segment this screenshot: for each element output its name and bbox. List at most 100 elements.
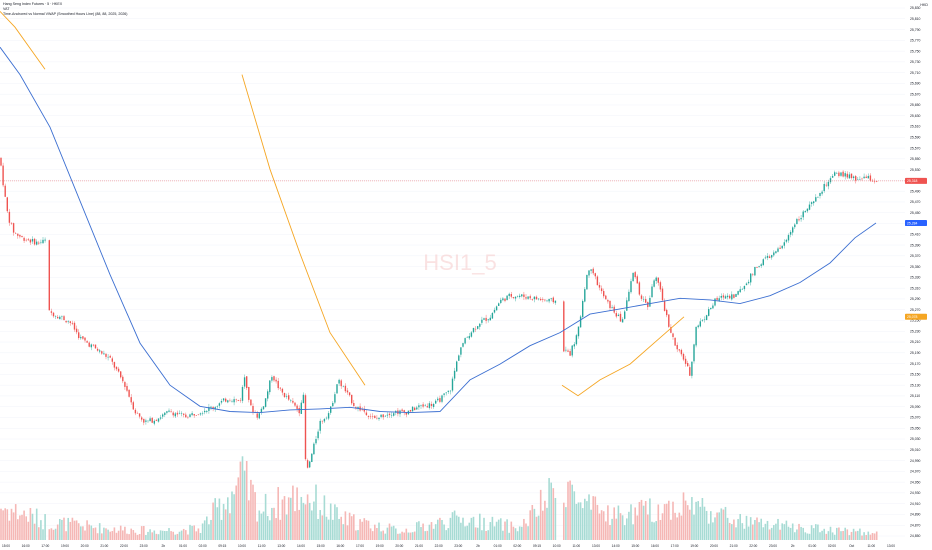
candle-body[interactable]	[187, 417, 189, 419]
candle-body[interactable]	[327, 413, 330, 419]
candle-body[interactable]	[269, 380, 271, 393]
candle-body[interactable]	[351, 394, 353, 404]
candle-body[interactable]	[214, 407, 216, 410]
candle-body[interactable]	[628, 291, 630, 301]
candle-body[interactable]	[208, 406, 210, 411]
candle-body[interactable]	[29, 239, 32, 243]
candle-body[interactable]	[649, 298, 651, 307]
candle-body[interactable]	[823, 183, 825, 192]
candle-body[interactable]	[378, 417, 380, 420]
candle-body[interactable]	[65, 320, 67, 323]
candle-body[interactable]	[283, 393, 286, 398]
candle-body[interactable]	[586, 274, 588, 290]
candle-body[interactable]	[451, 378, 454, 391]
candle-body[interactable]	[8, 211, 11, 223]
candle-body[interactable]	[514, 296, 517, 299]
candle-body[interactable]	[159, 417, 162, 419]
candle-body[interactable]	[40, 242, 42, 243]
candle-body[interactable]	[647, 301, 649, 308]
candle-body[interactable]	[565, 349, 567, 351]
candle-body[interactable]	[50, 311, 53, 313]
candle-body[interactable]	[338, 379, 340, 384]
candle-body[interactable]	[304, 395, 307, 460]
candle-body[interactable]	[151, 417, 153, 423]
candle-body[interactable]	[834, 172, 836, 176]
candle-body[interactable]	[145, 420, 147, 422]
candle-body[interactable]	[850, 173, 853, 179]
candle-body[interactable]	[630, 281, 632, 293]
candle-body[interactable]	[596, 276, 599, 286]
candle-body[interactable]	[600, 288, 603, 292]
candle-body[interactable]	[470, 332, 473, 337]
candle-body[interactable]	[783, 242, 785, 246]
candle-body[interactable]	[855, 176, 857, 181]
candle-body[interactable]	[71, 322, 74, 324]
candle-body[interactable]	[479, 323, 481, 327]
candle-body[interactable]	[701, 320, 704, 321]
candle-body[interactable]	[189, 414, 191, 417]
candle-body[interactable]	[220, 401, 223, 403]
candle-body[interactable]	[418, 405, 420, 408]
candle-body[interactable]	[773, 252, 775, 256]
candle-body[interactable]	[491, 312, 494, 319]
candle-body[interactable]	[411, 406, 414, 412]
candle-body[interactable]	[367, 415, 370, 417]
candle-body[interactable]	[162, 414, 164, 417]
candle-body[interactable]	[718, 298, 720, 301]
candle-body[interactable]	[250, 399, 252, 406]
candle-body[interactable]	[477, 326, 479, 329]
candle-body[interactable]	[590, 269, 592, 271]
candle-body[interactable]	[73, 322, 76, 330]
candle-body[interactable]	[768, 256, 771, 259]
candle-body[interactable]	[416, 407, 418, 410]
candle-body[interactable]	[876, 181, 878, 182]
candle-body[interactable]	[176, 412, 179, 415]
candle-body[interactable]	[61, 316, 63, 317]
candle-body[interactable]	[731, 294, 733, 300]
candle-body[interactable]	[199, 413, 202, 415]
candle-body[interactable]	[552, 297, 554, 303]
candle-body[interactable]	[693, 344, 695, 362]
candle-body[interactable]	[2, 165, 4, 186]
candle-body[interactable]	[582, 301, 584, 317]
candle-body[interactable]	[191, 413, 193, 415]
candle-body[interactable]	[424, 405, 426, 407]
candle-body[interactable]	[90, 344, 92, 348]
candle-body[interactable]	[197, 414, 200, 415]
candle-body[interactable]	[294, 402, 296, 406]
candle-body[interactable]	[550, 298, 552, 300]
candle-body[interactable]	[170, 411, 172, 413]
candle-body[interactable]	[544, 299, 546, 301]
candle-body[interactable]	[554, 300, 557, 303]
candle-body[interactable]	[6, 197, 8, 212]
candle-body[interactable]	[258, 413, 260, 419]
candle-body[interactable]	[808, 204, 811, 210]
candle-body[interactable]	[103, 353, 105, 355]
candle-body[interactable]	[542, 299, 544, 300]
candle-body[interactable]	[365, 412, 368, 416]
candle-body[interactable]	[703, 319, 706, 320]
candle-body[interactable]	[521, 294, 523, 297]
candle-body[interactable]	[779, 247, 781, 249]
candle-body[interactable]	[313, 443, 315, 455]
candle-body[interactable]	[472, 328, 475, 333]
candle-body[interactable]	[512, 297, 515, 298]
candle-body[interactable]	[334, 394, 336, 403]
candle-body[interactable]	[319, 420, 321, 431]
candle-body[interactable]	[573, 344, 575, 347]
candle-body[interactable]	[617, 314, 620, 317]
candle-body[interactable]	[124, 382, 126, 387]
candle-body[interactable]	[372, 416, 374, 417]
candle-body[interactable]	[122, 376, 124, 382]
candle-body[interactable]	[195, 415, 197, 416]
candle-body[interactable]	[21, 236, 23, 237]
candle-body[interactable]	[260, 408, 263, 413]
candle-body[interactable]	[678, 349, 680, 351]
time-axis[interactable]: 15:00 16:00 17:00 19:00 20:00 21:00 22:00 23:00…	[2, 544, 895, 548]
candle-body[interactable]	[157, 418, 160, 422]
candle-body[interactable]	[306, 460, 309, 468]
candle-body[interactable]	[430, 403, 433, 406]
candle-body[interactable]	[336, 384, 338, 394]
candle-body[interactable]	[376, 417, 378, 419]
candle-body[interactable]	[504, 298, 506, 301]
